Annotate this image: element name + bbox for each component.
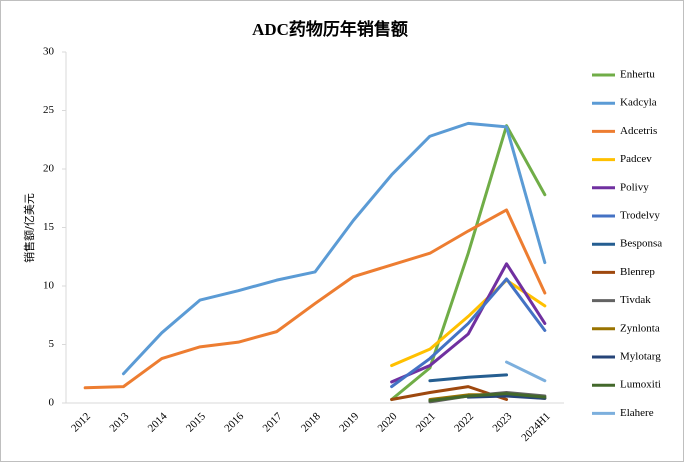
legend-label: Blenrep xyxy=(620,266,655,278)
series-line xyxy=(466,394,547,400)
legend-label: Besponsa xyxy=(620,238,662,250)
legend-label: Lumoxiti xyxy=(620,379,661,391)
legend-label: Padcev xyxy=(620,153,652,165)
series-line xyxy=(505,360,547,383)
y-tick-label: 20 xyxy=(43,163,55,175)
legend-label: Kadcyla xyxy=(620,97,657,109)
series-line xyxy=(121,121,547,376)
y-tick-label: 25 xyxy=(43,104,55,116)
chart-title: ADC药物历年销售额 xyxy=(252,19,408,39)
series-line xyxy=(390,278,547,368)
legend-label: Enhertu xyxy=(620,69,655,81)
y-axis-label: 销售额/亿美元 xyxy=(22,193,36,263)
series-line xyxy=(390,124,547,401)
legend-label: Zynlonta xyxy=(620,322,660,334)
legend-label: Mylotarg xyxy=(620,351,661,363)
series-line xyxy=(428,373,509,383)
series-line xyxy=(390,262,547,384)
y-tick-label: 10 xyxy=(43,280,55,292)
legend-label: Polivy xyxy=(620,181,649,193)
y-tick-label: 5 xyxy=(49,338,55,350)
legend-label: Tivdak xyxy=(620,294,651,306)
series-line xyxy=(428,392,547,403)
legend-label: Trodelvy xyxy=(620,210,660,222)
y-tick-label: 0 xyxy=(49,397,55,409)
series-line xyxy=(83,208,547,390)
legend-label: Elahere xyxy=(620,407,654,419)
y-tick-label: 15 xyxy=(43,221,55,233)
y-tick-label: 30 xyxy=(43,46,55,58)
legend-label: Adcetris xyxy=(620,125,657,137)
series-line xyxy=(390,277,547,389)
